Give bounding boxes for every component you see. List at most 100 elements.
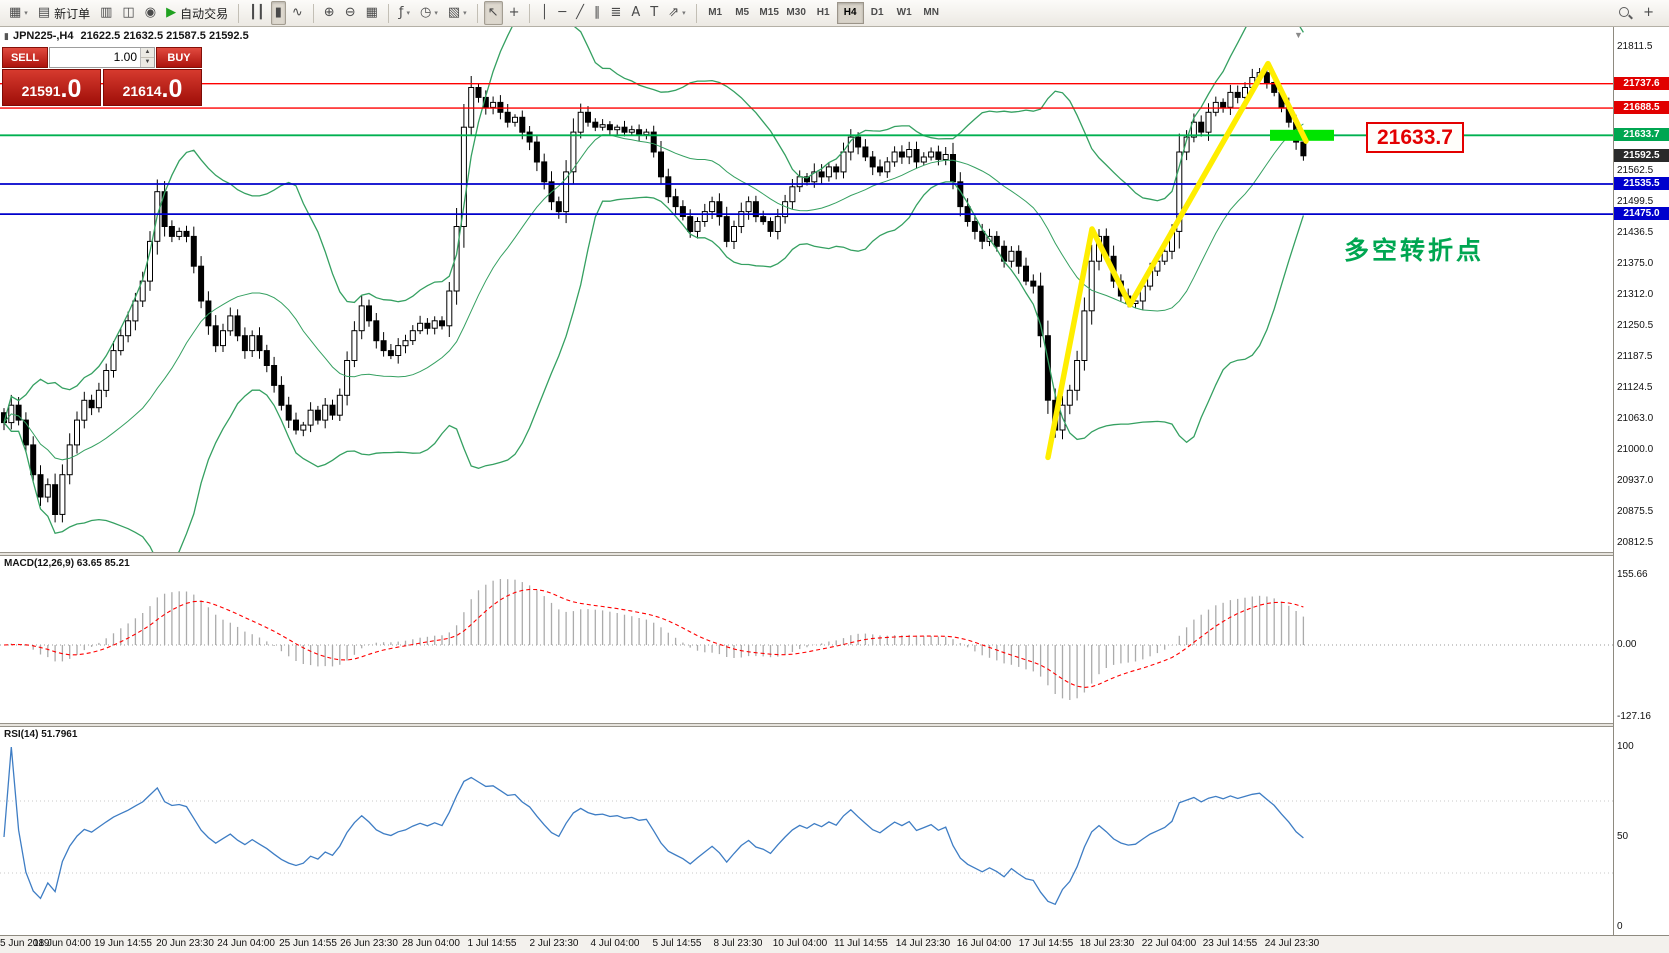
- panel-separator-2[interactable]: [0, 723, 1669, 727]
- sell-price-frac: .0: [60, 75, 82, 103]
- timeframe-button-h4[interactable]: H4: [836, 2, 864, 24]
- tile-windows-icon-glyph: ▦: [365, 5, 378, 20]
- main-chart-panel[interactable]: ▮ JPN225-,H4 21622.5 21632.5 21587.5 215…: [0, 27, 1613, 552]
- cursor-icon[interactable]: ↖: [483, 1, 503, 25]
- label-icon-glyph: T: [650, 5, 659, 20]
- time-axis-label: 2 Jul 23:30: [529, 938, 579, 949]
- sell-price-button[interactable]: 21591.0: [2, 69, 101, 106]
- autotrade-button[interactable]: ▶ 自动交易: [162, 1, 232, 25]
- sell-button[interactable]: SELL: [2, 47, 48, 68]
- search-icon-button[interactable]: [1614, 1, 1637, 25]
- time-axis-label: 10 Jul 04:00: [772, 938, 828, 949]
- time-axis-label: 23 Jul 14:55: [1202, 938, 1258, 949]
- text-icon[interactable]: A: [627, 1, 644, 25]
- sell-price-main: 21591: [21, 83, 61, 99]
- cursor-icon-glyph: ↖: [487, 5, 499, 20]
- timeframe-button-m5[interactable]: M5: [735, 7, 750, 18]
- time-axis-label: 8 Jul 23:30: [713, 938, 763, 949]
- indicators-icon[interactable]: ƒ ▾: [395, 1, 414, 25]
- candles-layer: [1, 64, 1307, 523]
- time-axis-label: 16 Jul 04:00: [956, 938, 1012, 949]
- label-icon[interactable]: T: [646, 1, 662, 25]
- periods-icon[interactable]: ◷ ▾: [416, 1, 442, 25]
- new-order-button-label: 新订单: [54, 6, 91, 21]
- zoom-in-icon[interactable]: ⊕: [320, 1, 339, 25]
- timeframe-button-h1[interactable]: H1: [816, 7, 830, 18]
- horizontal-line-icon[interactable]: ─: [554, 1, 570, 25]
- yellow-trend-line[interactable]: [1045, 60, 1309, 461]
- channel-icon[interactable]: ∥: [590, 1, 605, 25]
- chart-symbol-info: ▮ JPN225-,H4 21622.5 21632.5 21587.5 215…: [4, 30, 249, 42]
- turning-point-annotation[interactable]: 多空转折点: [1344, 237, 1485, 265]
- timeframe-button-mn[interactable]: MN: [923, 7, 939, 18]
- bar-chart-icon[interactable]: ┃┃: [245, 1, 269, 25]
- time-axis-label: 17 Jul 14:55: [1018, 938, 1074, 949]
- time-axis-label: 5 Jun 2019: [0, 938, 50, 949]
- price-tick: 20812.5: [1617, 537, 1654, 548]
- crosshair-icon-glyph: +: [508, 5, 520, 20]
- timeframe-button-m1[interactable]: M1: [708, 7, 723, 18]
- price-badge-21592.5: 21592.5: [1614, 149, 1669, 162]
- profiles-icon[interactable]: ◫: [118, 1, 138, 25]
- new-order-button[interactable]: ▤ 新订单: [34, 1, 94, 25]
- trendline-icon[interactable]: ╱: [572, 1, 588, 25]
- new-order-button-glyph: ▤: [37, 5, 51, 20]
- price-badge-21688.5: 21688.5: [1614, 101, 1669, 114]
- rsi-scale-label: 50: [1617, 831, 1629, 842]
- price-badge-21737.6: 21737.6: [1614, 77, 1669, 90]
- market-watch-icon[interactable]: ◉: [141, 1, 160, 25]
- vertical-line-icon-glyph: │: [540, 5, 549, 20]
- volume-down-button[interactable]: ▼: [141, 58, 154, 67]
- candlestick-chart-icon[interactable]: ▮: [270, 1, 286, 25]
- volume-input[interactable]: 1.00: [113, 50, 137, 64]
- crosshair-icon[interactable]: +: [505, 1, 524, 25]
- price-callout-label[interactable]: 21633.7: [1366, 122, 1464, 153]
- templates-icon-glyph: ▧: [447, 5, 461, 20]
- price-tick: 21312.0: [1617, 289, 1654, 300]
- buy-price-main: 21614: [122, 83, 162, 99]
- price-tick: 20937.0: [1617, 475, 1654, 486]
- macd-scale-label: -127.16: [1617, 711, 1651, 722]
- toolbar-separator: [387, 3, 389, 23]
- zoom-out-icon[interactable]: ⊖: [341, 1, 360, 25]
- line-chart-icon[interactable]: ∿: [288, 1, 307, 25]
- volume-up-button[interactable]: ▲: [141, 48, 154, 58]
- timeframe-button-m15[interactable]: M15: [759, 7, 779, 18]
- panel-separator-1[interactable]: [0, 552, 1669, 556]
- autotrade-button-glyph: ▶: [166, 5, 177, 20]
- time-axis-label: 11 Jul 14:55: [834, 938, 888, 949]
- volume-box: 1.00 ▲ ▼: [49, 47, 155, 68]
- bollinger-bands: [3, 27, 1305, 552]
- add-icon: +: [1643, 5, 1654, 20]
- toolbar-separator: [695, 3, 697, 23]
- fibonacci-icon[interactable]: ≣: [606, 1, 625, 25]
- price-badge-21475.0: 21475.0: [1614, 207, 1669, 220]
- chart-windows-icon[interactable]: ▥: [96, 1, 116, 25]
- arrows-icon[interactable]: ⇗ ▾: [664, 1, 689, 25]
- add-icon-button[interactable]: +: [1639, 1, 1658, 25]
- price-tick: 21250.5: [1617, 320, 1654, 331]
- rsi-canvas: [0, 746, 1613, 906]
- timeframe-button-d1[interactable]: D1: [870, 7, 884, 18]
- macd-canvas: [0, 579, 1613, 700]
- macd-label: MACD(12,26,9) 63.65 85.21: [4, 558, 130, 569]
- market-watch-icon-glyph: ◉: [144, 5, 157, 20]
- tile-windows-icon[interactable]: ▦: [362, 1, 382, 25]
- buy-price-button[interactable]: 21614.0: [103, 69, 202, 106]
- vertical-line-icon[interactable]: │: [536, 1, 552, 25]
- templates-icon[interactable]: ▧ ▾: [444, 1, 471, 25]
- volume-steppers: ▲ ▼: [140, 48, 154, 67]
- line-chart-icon-glyph: ∿: [291, 5, 303, 20]
- chart-canvas[interactable]: [0, 27, 1613, 552]
- profiles-icon-glyph: ◫: [122, 5, 135, 20]
- new-chart-icon[interactable]: ▦ ▾: [5, 1, 32, 25]
- search-icon: [1618, 6, 1633, 21]
- trendline-icon-glyph: ╱: [576, 5, 584, 20]
- buy-button[interactable]: BUY: [156, 47, 202, 68]
- one-click-trading-panel: SELL 1.00 ▲ ▼ BUY 21591.0 21614.0: [2, 47, 202, 106]
- timeframe-button-m30[interactable]: M30: [786, 7, 806, 18]
- timeframe-button-w1[interactable]: W1: [896, 7, 912, 18]
- time-axis[interactable]: 5 Jun 2019 18 Jun 04:00 19 Jun 14:55 20 Jun…: [0, 935, 1669, 953]
- price-axis[interactable]: 21811.5 21562.5 21499.5 21436.5 21375.0 21312…: [1613, 27, 1669, 935]
- templates-icon-dropdown: ▾: [463, 10, 467, 17]
